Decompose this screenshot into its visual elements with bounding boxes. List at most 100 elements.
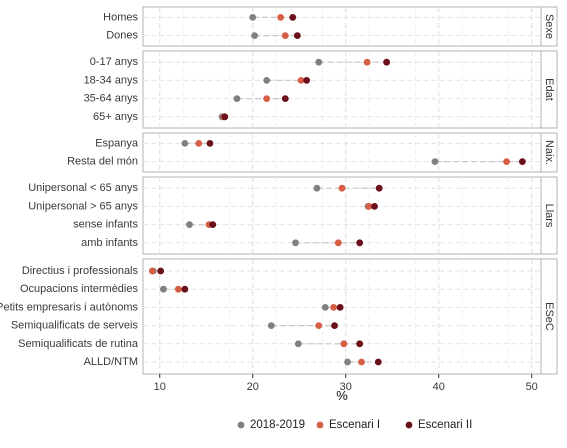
point-2018-2019	[181, 140, 189, 147]
category-label: Petits empresaris i autònoms	[0, 301, 138, 313]
point-2018-2019	[249, 14, 257, 21]
category-row: amb infants	[81, 237, 541, 249]
x-tick-label: 20	[247, 381, 259, 393]
strip-label: ESeC	[543, 302, 555, 331]
legend-swatch	[316, 421, 324, 429]
point-escenari-ii	[206, 140, 214, 147]
category-row: ALLD/NTM	[84, 356, 541, 368]
legend-label: Escenari I	[329, 419, 380, 431]
point-escenari-ii	[356, 340, 364, 348]
point-escenari-ii	[303, 77, 311, 84]
category-row: Dones	[106, 30, 541, 42]
category-row: Ocupacions intermèdies	[20, 283, 541, 295]
point-2018-2019	[313, 184, 321, 192]
panel-2: Naix. Espanya Resta del món	[67, 132, 558, 173]
panel-1: Edat 0-17 anys 18-34 anys 35-64 anys 65+ any…	[84, 50, 558, 129]
category-row: Unipersonal > 65 anys	[28, 200, 541, 212]
point-2018-2019	[267, 322, 275, 329]
point-2018-2019	[292, 239, 299, 247]
point-escenari-i	[503, 158, 510, 166]
legend-label: 2018-2019	[250, 419, 305, 431]
category-row: sense infants	[73, 219, 541, 231]
point-escenari-ii	[371, 203, 378, 210]
point-escenari-ii	[336, 304, 344, 311]
panel-frame	[142, 6, 542, 47]
point-escenari-ii	[519, 158, 526, 166]
point-escenari-i	[363, 58, 371, 66]
legend: 2018-2019 Escenari I Escenari II	[237, 419, 472, 431]
strip-box	[540, 132, 558, 173]
category-row: Resta del món	[67, 156, 541, 168]
point-2018-2019	[251, 32, 258, 39]
point-escenari-i	[297, 77, 305, 84]
category-label: Semiqualificats de serveis	[11, 320, 139, 332]
point-escenari-i	[281, 32, 289, 39]
category-row: 35-64 anys	[84, 93, 541, 105]
category-row: Semiqualificats de rutina	[18, 338, 541, 350]
category-label: 65+ anys	[93, 111, 138, 123]
category-label: Espanya	[95, 137, 139, 149]
x-axis: 10 20 30 40 50	[154, 374, 538, 393]
strip-box	[540, 50, 558, 129]
legend-label: Escenari II	[418, 419, 472, 431]
point-escenari-ii	[209, 221, 217, 229]
point-2018-2019	[186, 221, 193, 229]
point-2018-2019	[344, 358, 351, 366]
point-escenari-i	[315, 322, 323, 329]
point-escenari-i	[365, 203, 373, 210]
category-label: Unipersonal > 65 anys	[28, 200, 138, 212]
category-label: 0-17 anys	[90, 56, 139, 68]
category-row: Semiqualificats de serveis	[11, 320, 541, 332]
category-label: Directius i professionals	[22, 265, 139, 277]
point-escenari-i	[338, 184, 346, 192]
point-escenari-ii	[289, 14, 297, 21]
category-row: Petits empresaris i autònoms	[0, 301, 541, 313]
panel-0: Sexe Homes Dones	[103, 6, 558, 47]
strip-box	[540, 6, 558, 47]
strip-label: Llars	[543, 204, 555, 228]
x-tick-label: 50	[526, 381, 538, 393]
category-row: 65+ anys	[93, 111, 541, 123]
point-escenari-i	[340, 340, 348, 348]
panel-frame	[142, 258, 542, 375]
point-escenari-ii	[356, 239, 364, 247]
legend-swatch	[237, 421, 245, 429]
panel-3: Llars Unipersonal < 65 anys Unipersonal > …	[28, 176, 558, 255]
point-escenari-ii	[375, 184, 383, 192]
category-row: Unipersonal < 65 anys	[28, 182, 541, 194]
point-2018-2019	[431, 158, 439, 166]
category-label: Unipersonal < 65 anys	[28, 182, 138, 194]
point-escenari-i	[148, 267, 156, 275]
point-2018-2019	[294, 340, 302, 348]
point-escenari-ii	[293, 32, 301, 39]
point-2018-2019	[321, 304, 329, 311]
point-2018-2019	[315, 58, 323, 66]
point-2018-2019	[263, 77, 271, 84]
category-label: Homes	[103, 11, 138, 23]
category-label: 35-64 anys	[84, 93, 139, 105]
x-tick-label: 30	[340, 381, 352, 393]
point-escenari-i	[330, 304, 338, 311]
point-escenari-ii	[157, 267, 165, 275]
x-tick-label: 10	[154, 381, 166, 393]
point-escenari-ii	[181, 285, 189, 293]
category-row: Directius i professionals	[22, 265, 541, 277]
strip-label: Sexe	[543, 14, 555, 39]
point-escenari-ii	[331, 322, 338, 329]
point-2018-2019	[160, 285, 167, 293]
category-row: 0-17 anys	[90, 56, 541, 68]
point-2018-2019	[233, 95, 241, 102]
point-escenari-ii	[221, 113, 229, 121]
category-label: Semiqualificats de rutina	[18, 338, 139, 350]
point-escenari-ii	[281, 95, 289, 102]
legend-swatch	[405, 421, 413, 429]
category-label: 18-34 anys	[84, 74, 139, 86]
category-label: Ocupacions intermèdies	[20, 283, 139, 295]
point-escenari-i	[195, 140, 203, 147]
category-row: 18-34 anys	[84, 74, 541, 86]
point-escenari-i	[174, 285, 182, 293]
point-escenari-i	[277, 14, 285, 21]
point-escenari-ii	[383, 58, 391, 66]
point-escenari-i	[263, 95, 271, 102]
